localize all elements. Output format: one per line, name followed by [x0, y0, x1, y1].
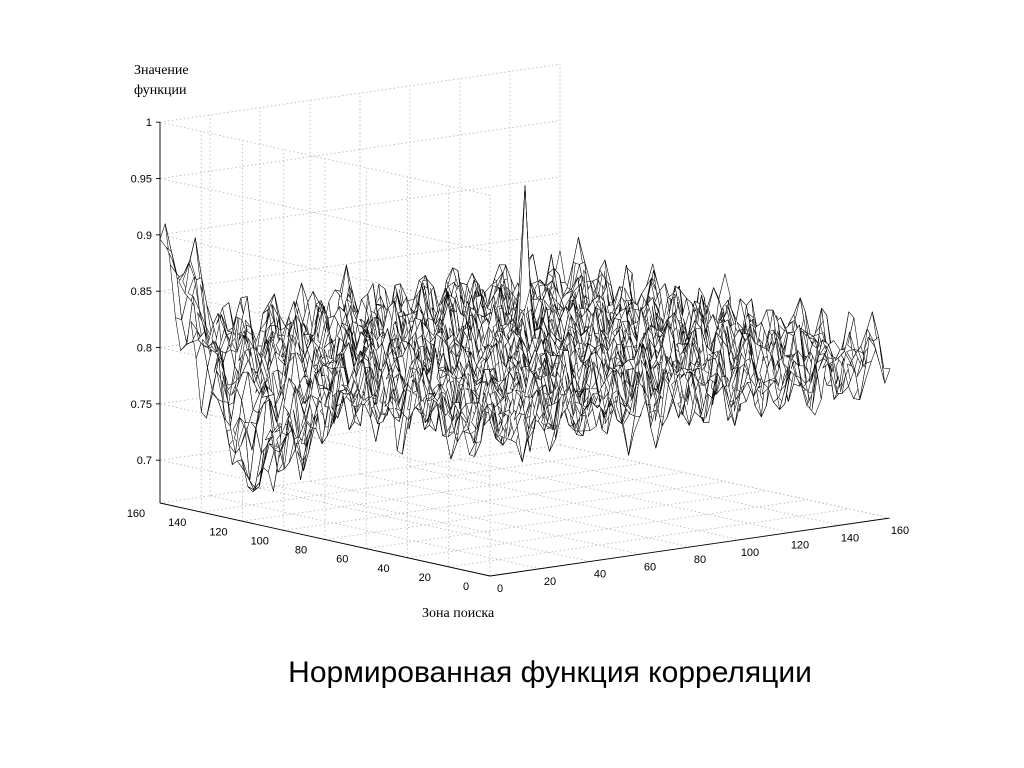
grid-line — [159, 232, 561, 292]
z-tick-label: 0.85 — [131, 286, 152, 298]
grid-line — [459, 459, 791, 533]
grid-line — [559, 444, 891, 519]
grid-line — [407, 499, 808, 559]
grid-line — [159, 120, 561, 179]
y-tick-label: 100 — [251, 535, 269, 547]
grid-line — [159, 403, 491, 478]
x-tick-label: 160 — [891, 525, 909, 537]
x-axis-title: Зона поиска — [422, 606, 495, 621]
x-tick-label: 100 — [741, 547, 759, 559]
chart-grid — [159, 63, 891, 577]
x-tick-label: 20 — [544, 576, 556, 588]
z-tick-label: 0.7 — [137, 455, 152, 467]
z-tick-label: 0.75 — [131, 399, 152, 411]
y-tick-label: 160 — [127, 508, 145, 520]
y-tick-label: 140 — [168, 517, 186, 529]
surface-cell — [873, 336, 886, 384]
grid-line — [509, 451, 841, 526]
x-tick-label: 140 — [841, 532, 859, 544]
grid-line — [448, 508, 849, 568]
x-tick-label: 60 — [644, 561, 656, 573]
grid-line — [159, 176, 561, 236]
y-tick-label: 60 — [336, 554, 348, 566]
box-edge — [489, 517, 891, 577]
z-tick-label: 1 — [146, 117, 152, 129]
grid-line — [201, 453, 602, 513]
y-tick-label: 80 — [295, 545, 307, 557]
z-axis-title-line1: Значение — [134, 63, 189, 78]
grid-line — [366, 490, 767, 550]
x-tick-label: 40 — [594, 569, 606, 581]
y-tick-label: 40 — [377, 563, 389, 575]
box-edge — [159, 502, 491, 577]
grid-line — [159, 63, 561, 123]
chart-title: Нормированная функция корреляции — [288, 656, 812, 689]
z-tick-label: 0.95 — [131, 174, 152, 186]
y-tick-label: 0 — [463, 581, 469, 593]
grid-line — [242, 462, 643, 522]
z-axis-title-line2: функции — [134, 83, 187, 98]
grid-line — [283, 471, 684, 531]
y-tick-label: 120 — [209, 526, 227, 538]
grid-line — [409, 466, 741, 541]
grid-line — [324, 481, 726, 540]
z-tick-label: 0.8 — [137, 343, 152, 355]
grid-line — [159, 459, 491, 534]
x-tick-label: 0 — [497, 583, 503, 595]
x-tick-label: 120 — [791, 540, 809, 552]
grid-line — [209, 495, 541, 570]
surface-mesh — [159, 185, 891, 493]
grid-line — [309, 480, 641, 555]
z-tick-label: 0.9 — [137, 230, 152, 242]
y-tick-label: 20 — [419, 572, 431, 584]
grid-line — [359, 473, 691, 548]
grid-line — [159, 444, 561, 504]
x-tick-label: 80 — [694, 554, 706, 566]
